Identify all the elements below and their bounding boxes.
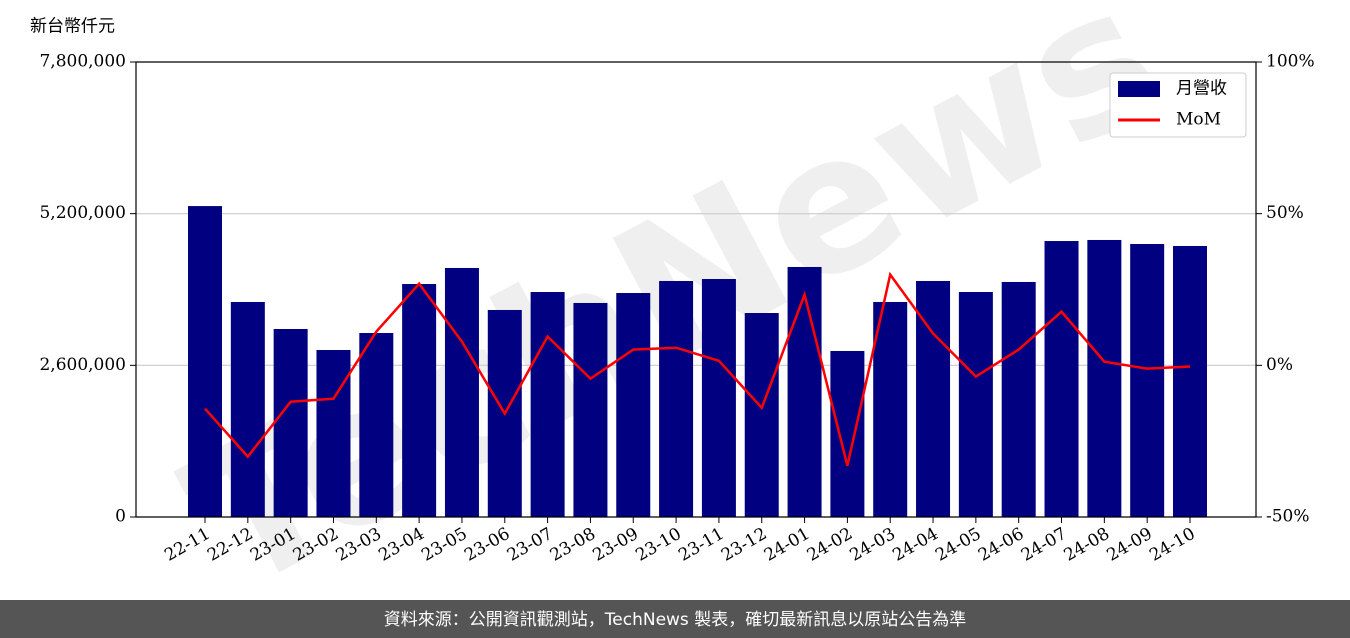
x-tick-label: 23-08 — [547, 524, 599, 566]
bar — [1130, 244, 1165, 517]
x-tick-label: 24-07 — [1018, 524, 1070, 566]
x-tick-label: 24-10 — [1146, 524, 1198, 566]
x-tick-label: 24-04 — [889, 524, 941, 566]
y2-tick-label: 100% — [1266, 52, 1315, 72]
x-tick-label: 22-11 — [161, 524, 213, 566]
x-tick-label: 24-08 — [1061, 524, 1113, 566]
bar — [830, 350, 865, 517]
y-tick-label: 7,800,000 — [39, 52, 126, 72]
bar — [744, 313, 779, 517]
x-tick-label: 23-06 — [461, 524, 513, 566]
bar — [916, 280, 951, 517]
bar — [1173, 245, 1207, 517]
bar — [359, 333, 394, 517]
legend-label: 月營收 — [1176, 79, 1227, 99]
plot-frame — [135, 61, 1257, 518]
legend-swatch — [1118, 81, 1160, 97]
legend-label: MoM — [1176, 110, 1221, 130]
bar — [273, 328, 308, 517]
bar — [188, 206, 222, 518]
bar — [1044, 241, 1079, 517]
bar — [787, 266, 822, 517]
bar — [402, 284, 437, 517]
x-tick-label: 24-05 — [932, 524, 984, 566]
bar — [230, 301, 265, 517]
x-tick-label: 24-09 — [1103, 524, 1155, 566]
bar — [958, 292, 993, 517]
bar — [1001, 281, 1036, 517]
bar — [616, 293, 651, 517]
x-tick-label: 23-11 — [675, 524, 727, 566]
y-tick-label: 5,200,000 — [39, 203, 126, 223]
bar — [444, 267, 479, 517]
y-tick-label: 2,600,000 — [39, 355, 126, 375]
bar — [873, 301, 908, 517]
bar — [1087, 239, 1122, 517]
x-tick-label: 23-12 — [718, 524, 770, 566]
line — [204, 271, 1191, 467]
bar — [573, 302, 608, 517]
bar — [316, 349, 351, 517]
y-tick-label: 0 — [115, 507, 126, 527]
bar — [659, 280, 694, 517]
x-tick-label: 23-09 — [590, 524, 642, 566]
y2-tick-label: -50% — [1266, 507, 1310, 527]
bar — [530, 292, 565, 517]
y2-tick-label: 50% — [1266, 203, 1304, 223]
x-tick-label: 23-07 — [504, 524, 556, 566]
x-tick-label: 24-03 — [847, 524, 899, 566]
y-unit-label: 新台幣仟元 — [30, 17, 115, 37]
bar — [701, 279, 736, 517]
x-tick-label: 24-06 — [975, 524, 1027, 566]
footer-text: 資料來源：公開資訊觀測站，TechNews 製表，確切最新訊息以原站公告為準 — [384, 610, 966, 630]
x-tick-label: 23-10 — [632, 524, 684, 566]
y2-tick-label: 0% — [1266, 355, 1293, 375]
x-tick-label: 24-02 — [804, 524, 856, 566]
x-tick-label: 24-01 — [761, 524, 813, 566]
footer-bar — [0, 600, 1350, 638]
